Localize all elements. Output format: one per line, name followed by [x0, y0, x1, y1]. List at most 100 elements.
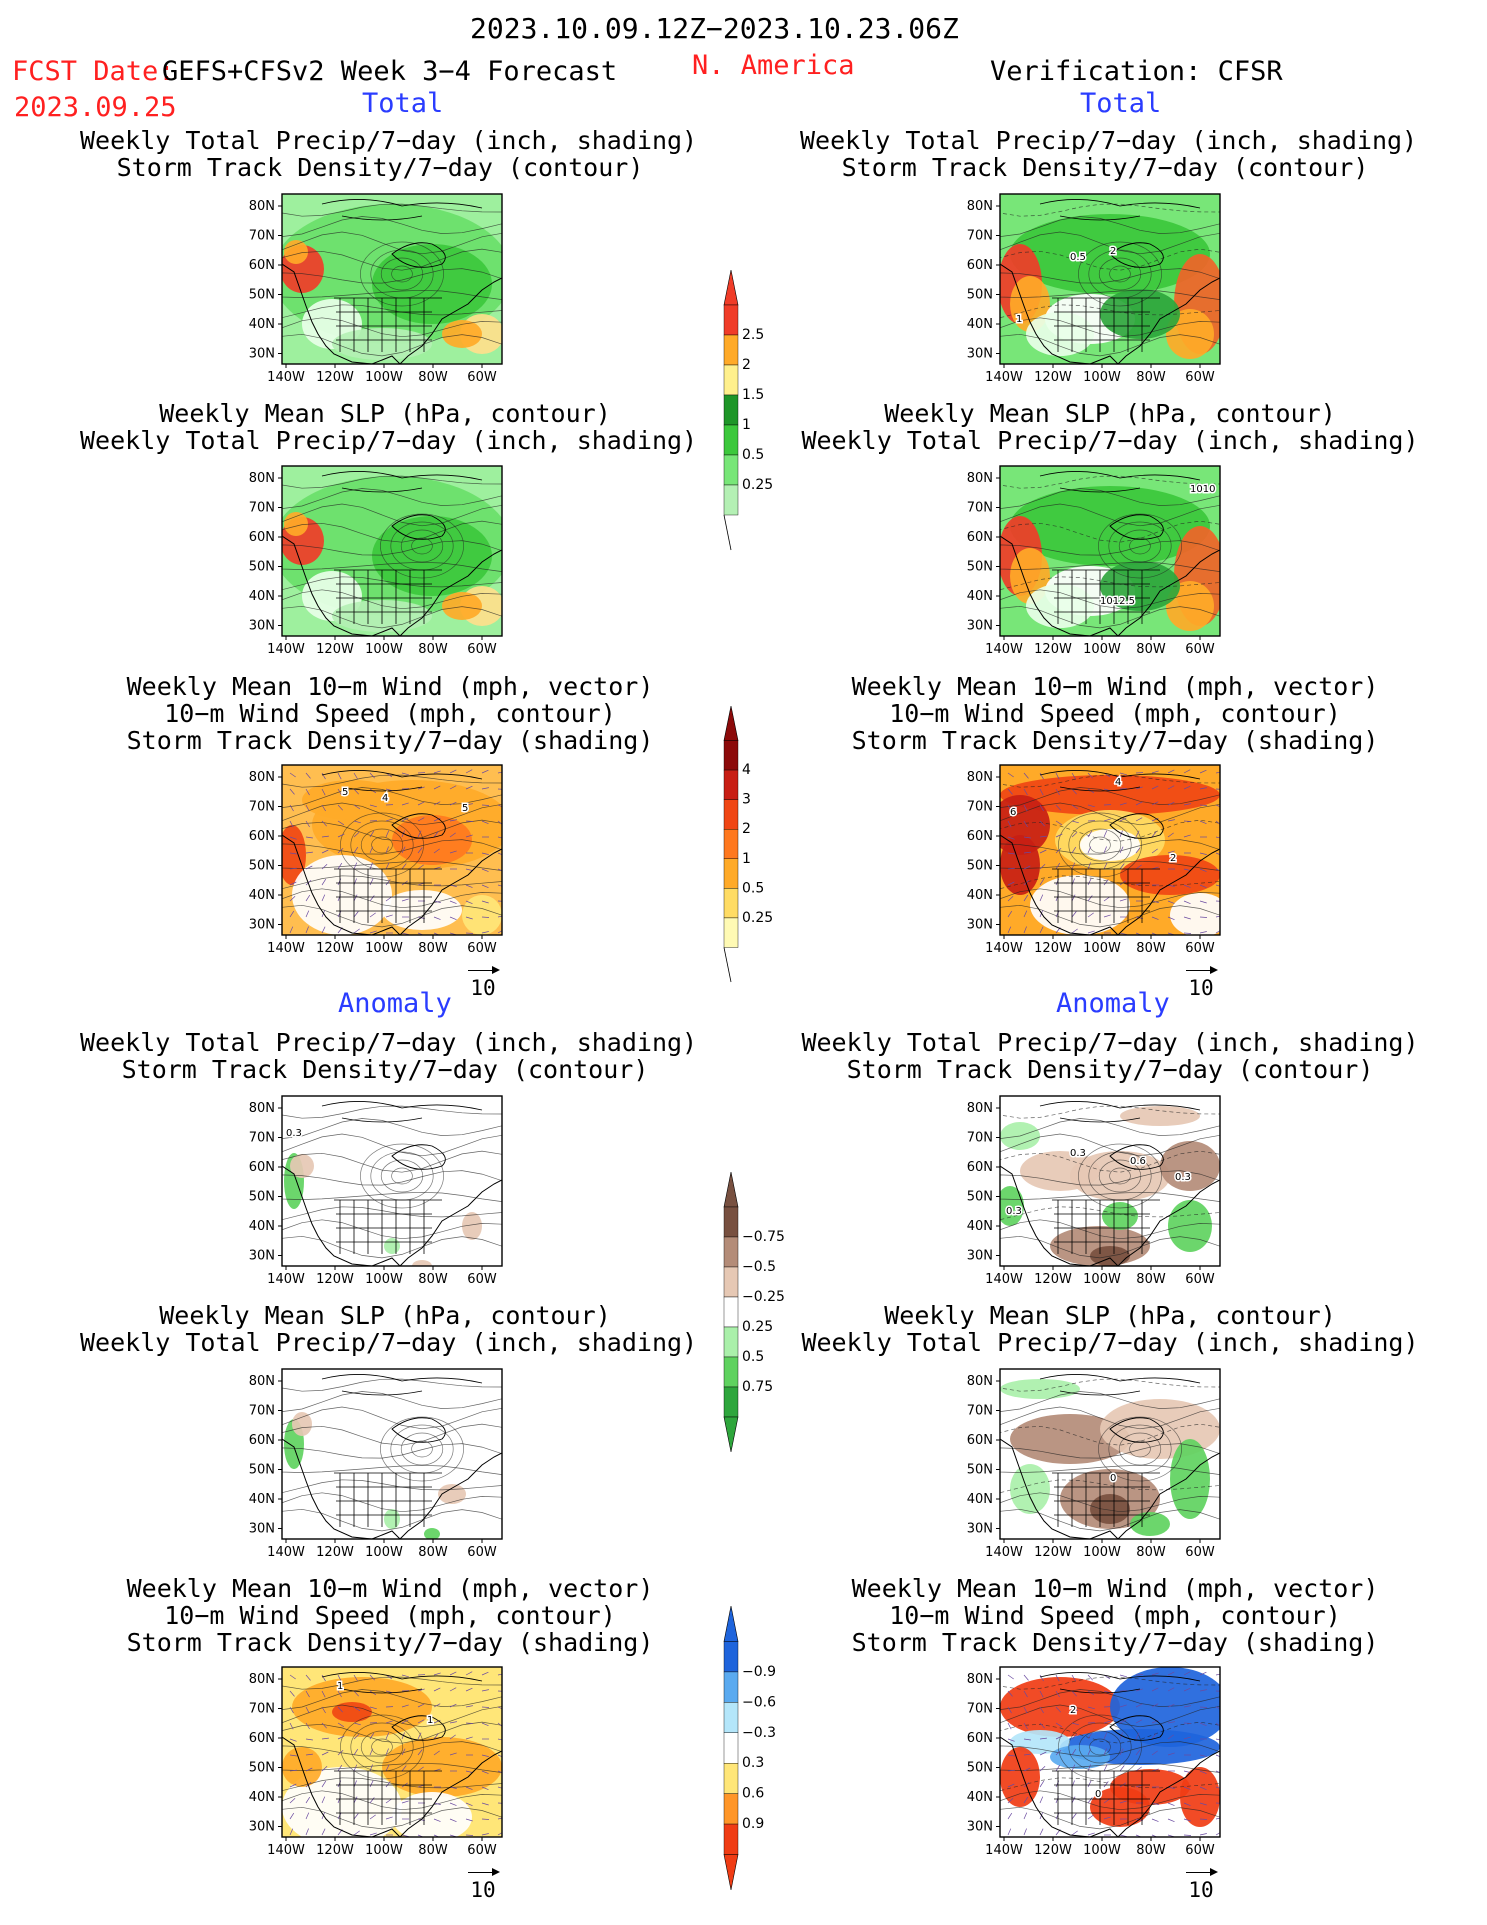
lat-tick-label: 80N: [967, 471, 993, 486]
wind-vector: [1199, 804, 1208, 806]
wind-vector: [497, 852, 502, 855]
wind-vector: [1199, 1818, 1208, 1820]
wind-vector: [1007, 867, 1015, 870]
colorbar-segment: [723, 1671, 739, 1703]
wind-vector: [1087, 1832, 1095, 1836]
lat-tick-label: 50N: [967, 859, 993, 874]
wind-vector: [1183, 769, 1191, 774]
wind-vector: [1199, 1786, 1207, 1791]
contour-line: [1000, 1806, 1220, 1830]
contour-line: [282, 561, 502, 572]
wind-vector: [1199, 852, 1207, 855]
contour-line: [282, 520, 502, 543]
wind-vector: [353, 1706, 361, 1712]
lon-tick-label: 60W: [1185, 642, 1215, 657]
wind-vector: [1135, 1688, 1143, 1692]
colorbar-segment: [723, 1296, 739, 1328]
wind-vector: [497, 1722, 502, 1727]
lat-tick-label: 70N: [967, 1702, 993, 1717]
contour-line: [1000, 231, 1220, 255]
shading-region: [292, 1412, 312, 1436]
arctic-islands-outline: [321, 199, 483, 221]
wind-vector: [1023, 788, 1028, 796]
lon-tick-label: 80W: [1136, 370, 1166, 385]
wind-vector: [1119, 817, 1127, 822]
wind-vector: [1007, 1783, 1015, 1788]
wind-vector: [1119, 802, 1127, 806]
wind-vector: [1071, 1706, 1079, 1712]
wind-vector: [1103, 1732, 1108, 1740]
lat-tick-label: 30N: [249, 1522, 275, 1537]
hudson-bay-outline: [391, 1144, 446, 1170]
lat-tick-label: 30N: [249, 347, 275, 362]
coastline: [1000, 1438, 1220, 1539]
shading-region: [284, 240, 308, 264]
wind-vector: [353, 911, 359, 918]
lon-tick-label: 60W: [1185, 1272, 1215, 1287]
title-l1: Weekly Total Precip/7−day (inch, shading…: [80, 126, 698, 182]
lat-tick-label: 60N: [967, 829, 993, 844]
contour-line: [1000, 1118, 1220, 1139]
arctic-islands-outline: [1039, 471, 1201, 493]
lat-tick-label: 70N: [967, 229, 993, 244]
colorbar-label: 0.3: [742, 1755, 764, 1771]
contour-line: [282, 605, 502, 629]
wind-vector: [289, 1828, 294, 1836]
wind-vector: [465, 932, 474, 934]
shading-region: [302, 780, 402, 820]
wind-vector: [1087, 878, 1092, 886]
lat-tick-label: 40N: [249, 589, 275, 604]
contour-label: 4: [382, 793, 388, 804]
wind-vector: [449, 916, 457, 921]
wind-vector: [465, 785, 473, 790]
wind-vector: [353, 831, 360, 838]
wind-vector: [321, 1722, 327, 1729]
colorbar-segment: [723, 1732, 739, 1764]
wind-vector: [433, 1719, 441, 1724]
wind-vector: [1055, 833, 1063, 838]
shading-region: [1100, 561, 1180, 611]
colorbar-label: 4: [742, 762, 751, 778]
wind-vector: [1039, 926, 1044, 934]
wind-vector: [337, 1674, 342, 1682]
coastline: [1000, 263, 1220, 364]
contour-label: 2: [1170, 853, 1176, 864]
wind-vector: [1007, 1797, 1014, 1804]
map-frame: [999, 1095, 1221, 1267]
wind-vector: [1007, 836, 1015, 840]
lat-tick-label: 70N: [967, 501, 993, 516]
state-boundaries: [334, 569, 442, 624]
colorbar-segment: [723, 799, 739, 830]
contour-line: [282, 268, 502, 284]
wind-vector: [417, 847, 423, 854]
wind-vector: [1007, 1754, 1015, 1757]
wind-vector: [433, 1733, 439, 1740]
contour-label: 5: [342, 787, 348, 798]
contour-ring: [380, 257, 424, 291]
title-l5: Weekly Mean SLP (hPa, contour) Weekly Tot…: [80, 1301, 698, 1357]
wind-vector: [353, 1764, 358, 1772]
lat-tick-label: 40N: [249, 317, 275, 332]
vector-ref-r3: 10: [1184, 966, 1218, 1000]
colorbar-end-triangle: [723, 1171, 739, 1208]
wind-vector: [417, 801, 425, 806]
contour-line: [1000, 1133, 1220, 1157]
wind-vector: [385, 818, 393, 822]
wind-vector: [1135, 932, 1142, 935]
wind-vector: [481, 1818, 490, 1820]
wind-vector: [289, 926, 294, 934]
lon-tick-label: 140W: [267, 1272, 305, 1287]
colorbar-segment: [723, 769, 739, 800]
lat-tick-label: 40N: [967, 317, 993, 332]
date-range: 2023.10.09.12Z−2023.10.23.06Z: [470, 12, 959, 45]
wind-vector: [401, 1719, 409, 1724]
wind-vector: [1199, 868, 1207, 872]
wind-vector: [1087, 804, 1095, 808]
wind-vector: [1071, 1722, 1079, 1726]
contour-line: [1000, 860, 1220, 871]
contour-label: 2: [1070, 1705, 1076, 1716]
wind-vector: [1007, 926, 1012, 934]
wind-vector: [321, 926, 326, 934]
lat-tick-label: 40N: [249, 1790, 275, 1805]
wind-vector: [1023, 851, 1031, 854]
